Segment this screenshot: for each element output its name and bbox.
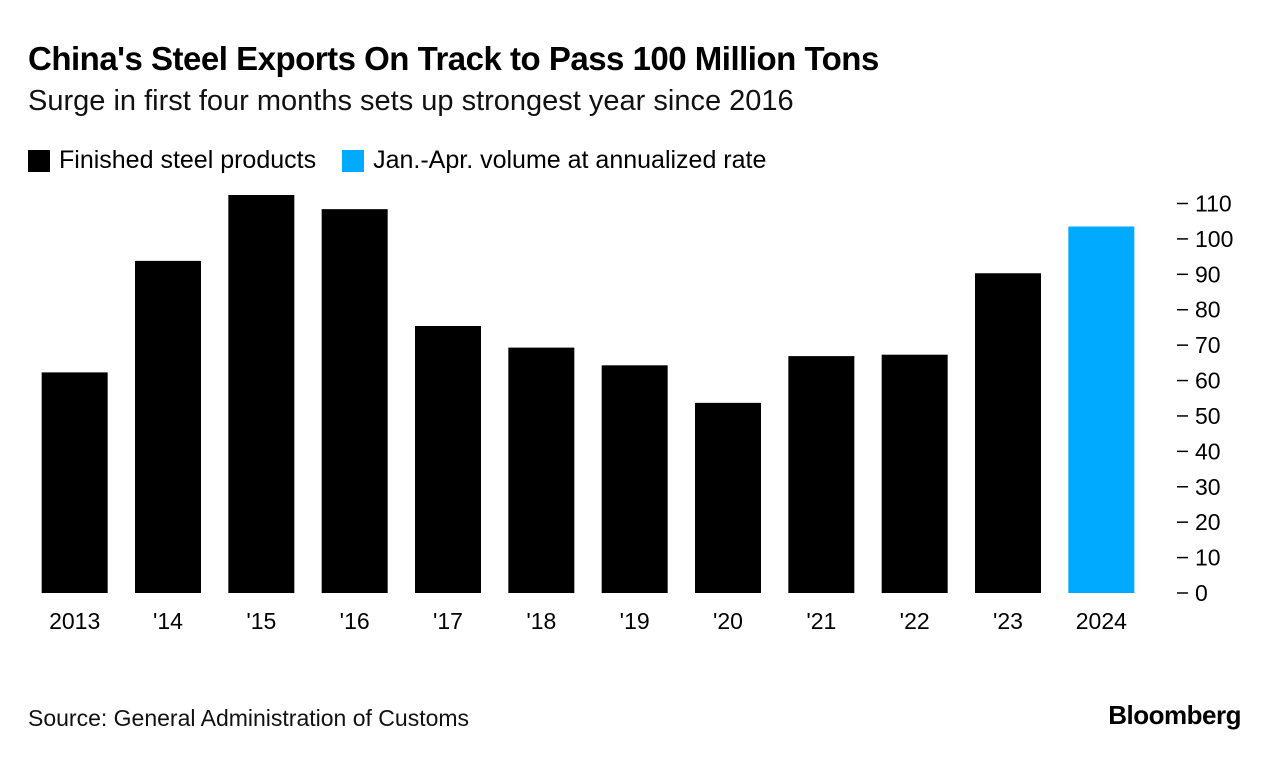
- y-tick-label: 70: [1195, 332, 1221, 358]
- x-tick-label: '21: [806, 608, 836, 634]
- y-tick-label: 40: [1195, 438, 1221, 464]
- y-tick-label: 50: [1195, 403, 1221, 429]
- bar-finished-steel-7: [695, 402, 761, 593]
- y-tick-label: 80: [1195, 297, 1221, 323]
- bar-finished-steel-0: [41, 372, 108, 593]
- bar-finished-steel-4: [415, 326, 481, 593]
- bar-finished-steel-3: [321, 209, 388, 593]
- x-tick-label: '20: [713, 608, 743, 634]
- y-tick-label: 90: [1195, 261, 1221, 287]
- x-tick-label: '14: [153, 608, 183, 634]
- bar-annualized-11: [1068, 226, 1135, 594]
- x-tick-label: 2013: [49, 608, 100, 634]
- y-tick-label: 110: [1195, 190, 1232, 216]
- bar-finished-steel-2: [228, 195, 295, 593]
- x-tick-label: '15: [246, 608, 276, 634]
- legend-item-finished-steel: Finished steel products: [28, 146, 316, 175]
- bloomberg-logo: Bloomberg: [1108, 700, 1241, 730]
- legend: Finished steel products Jan.-Apr. volume…: [28, 146, 792, 175]
- legend-item-annualized: Jan.-Apr. volume at annualized rate: [342, 146, 766, 175]
- bar-finished-steel-6: [601, 365, 668, 593]
- legend-swatch-blue: [342, 149, 365, 172]
- chart-title: China's Steel Exports On Track to Pass 1…: [28, 40, 879, 77]
- x-tick-label: '17: [433, 608, 463, 634]
- bar-finished-steel-10: [975, 273, 1041, 593]
- y-tick-label: 10: [1195, 545, 1221, 571]
- bar-finished-steel-1: [135, 260, 201, 593]
- bar-finished-steel-9: [881, 354, 948, 593]
- legend-label: Finished steel products: [59, 146, 317, 174]
- y-tick-label: 60: [1195, 368, 1221, 394]
- x-tick-label: '18: [526, 608, 556, 634]
- y-tick-label: 100: [1195, 226, 1233, 252]
- bar-finished-steel-5: [508, 347, 575, 593]
- legend-swatch-black: [28, 149, 50, 172]
- x-tick-label: '23: [993, 608, 1023, 634]
- source-note: Source: General Administration of Custom…: [28, 705, 470, 731]
- x-tick-label: 2024: [1076, 608, 1127, 634]
- bar-finished-steel-8: [788, 356, 855, 593]
- y-tick-label: 20: [1195, 509, 1221, 535]
- x-tick-label: '16: [340, 608, 370, 634]
- x-tick-label: '19: [620, 608, 650, 634]
- x-tick-label: '22: [900, 608, 930, 634]
- chart-subtitle: Surge in first four months sets up stron…: [28, 85, 794, 117]
- y-tick-label: 0: [1195, 580, 1208, 606]
- y-tick-label: 30: [1195, 474, 1221, 500]
- legend-label: Jan.-Apr. volume at annualized rate: [373, 146, 767, 174]
